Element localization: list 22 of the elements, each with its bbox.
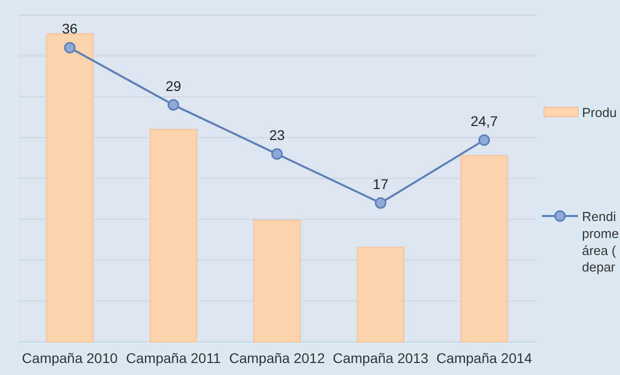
x-tick-label: Campaña 2011 [126,350,221,366]
legend-label: Produ [582,105,617,120]
bar [253,220,301,342]
x-tick-label: Campaña 2010 [22,350,118,366]
data-label: 29 [166,78,182,94]
x-tick-label: Campaña 2012 [229,350,326,366]
bar [460,155,508,342]
point [478,134,490,146]
data-label: 23 [269,126,285,143]
data-label: 24,7 [470,113,498,130]
x-tick-label: Campaña 2014 [436,350,532,366]
point [168,99,180,111]
x-tick-label: Campaña 2013 [332,350,429,366]
bar [46,33,94,342]
point [374,197,386,209]
point [64,42,76,54]
bar [150,128,198,342]
data-label: 17 [372,176,389,192]
point [271,148,283,160]
legend-label: Rendi prome área ( depar [582,209,619,275]
bar [356,246,404,342]
data-label: 36 [62,20,78,37]
